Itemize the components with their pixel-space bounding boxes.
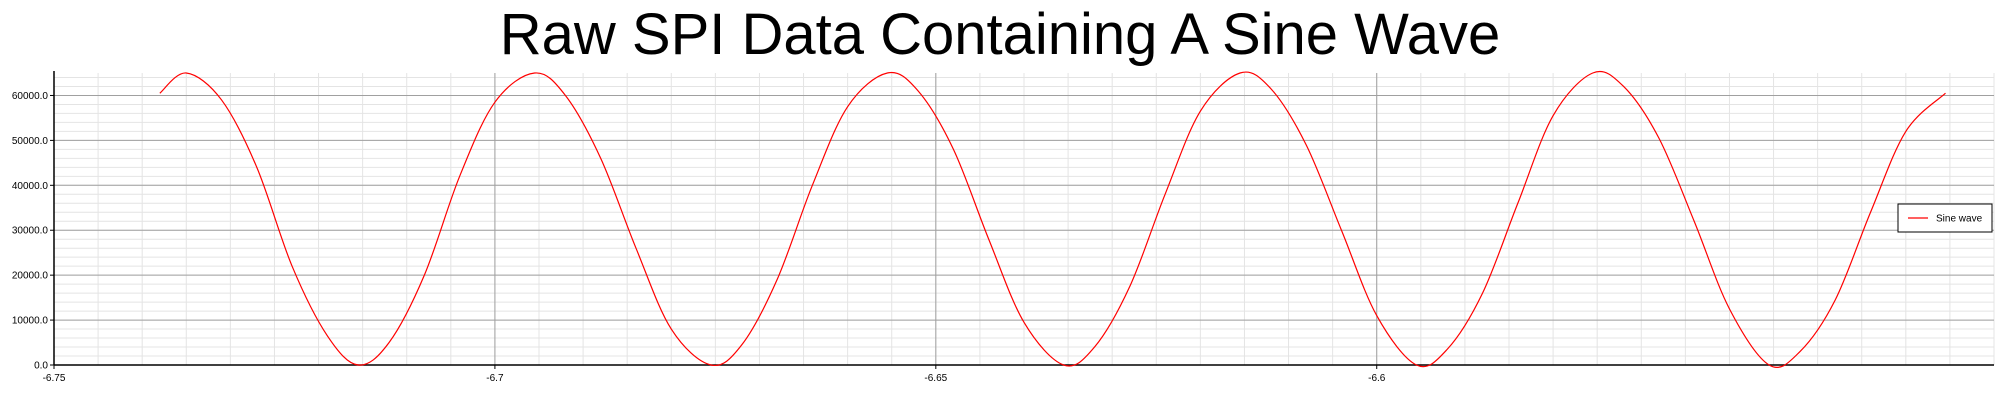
y-tick-label: 30000.0 bbox=[12, 226, 49, 237]
legend-label: Sine wave bbox=[1936, 214, 1983, 225]
y-tick-label: 60000.0 bbox=[12, 91, 49, 102]
y-tick-label: 20000.0 bbox=[12, 271, 49, 282]
legend-box bbox=[1897, 203, 1993, 233]
x-tick-label: -6.65 bbox=[924, 373, 947, 384]
y-tick-label: 0.0 bbox=[34, 361, 48, 372]
chart-title: Raw SPI Data Containing A Sine Wave bbox=[499, 2, 1501, 67]
legend: Sine wave bbox=[1897, 203, 1993, 233]
x-tick-label: -6.6 bbox=[1368, 373, 1386, 384]
axes bbox=[50, 71, 1994, 369]
tick-labels: -6.75 -6.7 -6.65 -6.6 0.0 10000.0 20000.0 30000… bbox=[12, 91, 1386, 384]
y-tick-label: 50000.0 bbox=[12, 136, 49, 147]
x-tick-label: -6.75 bbox=[43, 373, 66, 384]
y-tick-label: 40000.0 bbox=[12, 181, 49, 192]
major-grid bbox=[53, 73, 1994, 366]
y-tick-label: 10000.0 bbox=[12, 316, 49, 327]
x-tick-label: -6.7 bbox=[486, 373, 504, 384]
series-layer bbox=[159, 70, 1946, 369]
series-line-sine-wave bbox=[159, 70, 1946, 369]
